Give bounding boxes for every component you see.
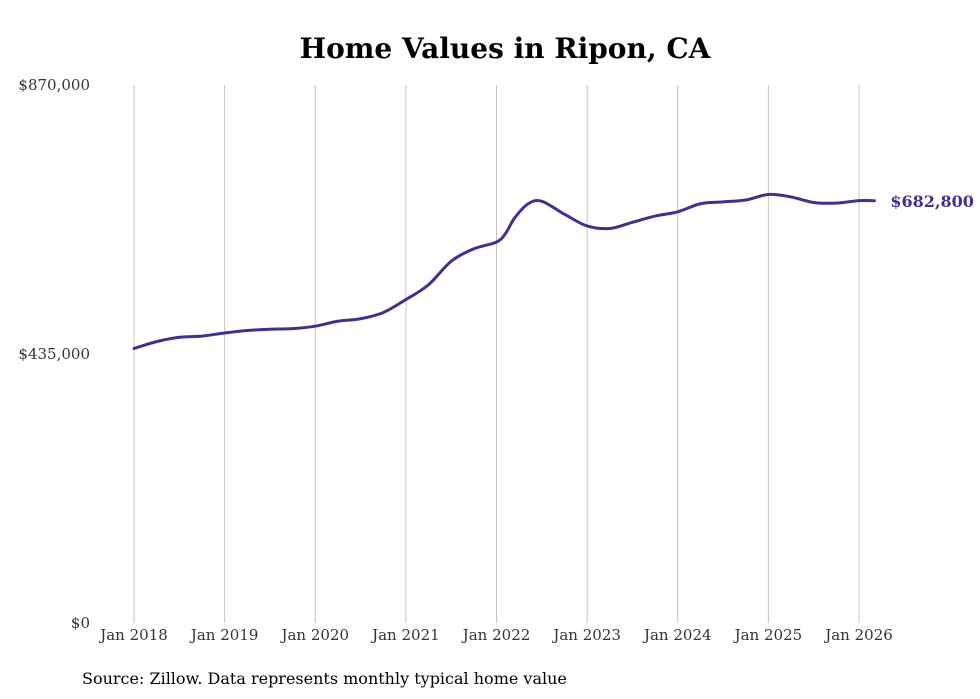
series-line-0 [132,192,876,350]
end-value-label: $682,800 [890,192,974,211]
y-tick-label: $870,000 [18,76,90,94]
x-tick-label: Jan 2019 [189,626,259,644]
x-tick-label: Jan 2022 [461,626,531,644]
grid-lines [133,85,860,623]
x-tick-label: Jan 2021 [370,626,440,644]
x-tick-label: Jan 2025 [733,626,803,644]
y-tick-label: $435,000 [18,345,90,363]
x-axis: Jan 2018 Jan 2019 Jan 2020 Jan 2021 Jan 2022… [98,626,893,644]
series-group: $682,800 [132,192,974,350]
x-tick-label: Jan 2023 [551,626,621,644]
x-tick-label: Jan 2026 [823,626,893,644]
x-tick-label: Jan 2024 [642,626,712,644]
x-tick-label: Jan 2018 [98,626,168,644]
y-axis: $0 $435,000 $870,000 [18,76,90,632]
chart-title: Home Values in Ripon, CA [300,32,712,65]
y-tick-label: $0 [71,614,90,632]
x-tick-label: Jan 2020 [279,626,349,644]
source-note: Source: Zillow. Data represents monthly … [82,669,567,688]
